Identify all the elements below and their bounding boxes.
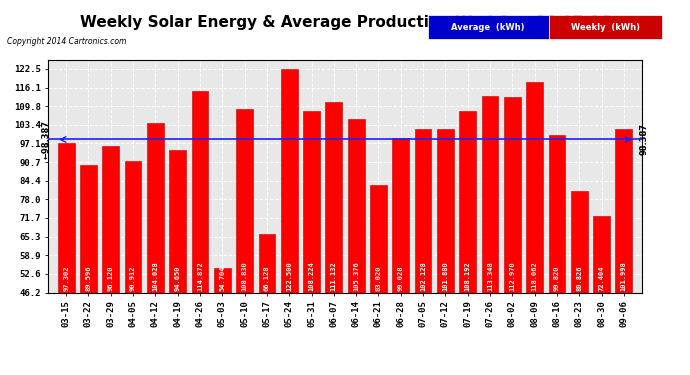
Text: 118.062: 118.062 [531, 261, 538, 291]
Text: 111.132: 111.132 [331, 261, 337, 291]
Bar [593, 216, 610, 292]
Text: 80.826: 80.826 [576, 266, 582, 291]
Text: 98.387: 98.387 [640, 123, 649, 156]
Text: 112.970: 112.970 [509, 261, 515, 291]
Bar [214, 268, 230, 292]
Bar [58, 142, 75, 292]
Text: 102.128: 102.128 [420, 261, 426, 291]
Bar [549, 135, 565, 292]
Text: 54.704: 54.704 [219, 266, 226, 291]
Text: 108.192: 108.192 [464, 261, 471, 291]
Bar [526, 82, 543, 292]
Bar [236, 109, 253, 292]
Text: 97.302: 97.302 [63, 266, 69, 291]
Text: 99.028: 99.028 [397, 266, 404, 291]
Bar [259, 234, 275, 292]
Bar [415, 129, 431, 292]
Bar [125, 161, 141, 292]
Bar [460, 111, 476, 292]
Text: 96.120: 96.120 [108, 266, 114, 291]
Text: 89.596: 89.596 [86, 266, 92, 291]
Text: Average  (kWh): Average (kWh) [451, 22, 525, 32]
Text: Copyright 2014 Cartronics.com: Copyright 2014 Cartronics.com [7, 38, 126, 46]
Bar [102, 146, 119, 292]
Bar [504, 97, 521, 292]
Text: 113.348: 113.348 [487, 261, 493, 291]
Text: 66.128: 66.128 [264, 266, 270, 291]
Text: 99.820: 99.820 [554, 266, 560, 291]
Text: 101.880: 101.880 [442, 261, 448, 291]
Text: 122.500: 122.500 [286, 261, 293, 291]
Text: 108.830: 108.830 [241, 261, 248, 291]
Text: 108.224: 108.224 [308, 261, 315, 291]
Text: 114.872: 114.872 [197, 261, 203, 291]
Bar [482, 96, 498, 292]
Bar [437, 129, 454, 292]
Text: 104.028: 104.028 [152, 261, 159, 291]
Text: 94.650: 94.650 [175, 266, 181, 291]
Bar [348, 119, 364, 292]
Bar [169, 150, 186, 292]
Text: 83.020: 83.020 [375, 266, 382, 291]
Bar [80, 165, 97, 292]
Text: Weekly Solar Energy & Average Production Wed Sep 10 07:06: Weekly Solar Energy & Average Production… [79, 15, 611, 30]
Bar [192, 91, 208, 292]
Text: 72.404: 72.404 [598, 266, 604, 291]
Bar [281, 69, 297, 292]
Text: 105.376: 105.376 [353, 261, 359, 291]
Text: 101.998: 101.998 [621, 261, 627, 291]
Bar [326, 102, 342, 292]
Bar [147, 123, 164, 292]
Text: ←98.387: ←98.387 [41, 120, 50, 159]
Text: Weekly  (kWh): Weekly (kWh) [571, 22, 640, 32]
Bar [303, 111, 320, 292]
Text: 90.912: 90.912 [130, 266, 136, 291]
Bar [370, 184, 387, 292]
Bar [393, 138, 409, 292]
Bar [571, 191, 588, 292]
Bar [615, 129, 632, 292]
